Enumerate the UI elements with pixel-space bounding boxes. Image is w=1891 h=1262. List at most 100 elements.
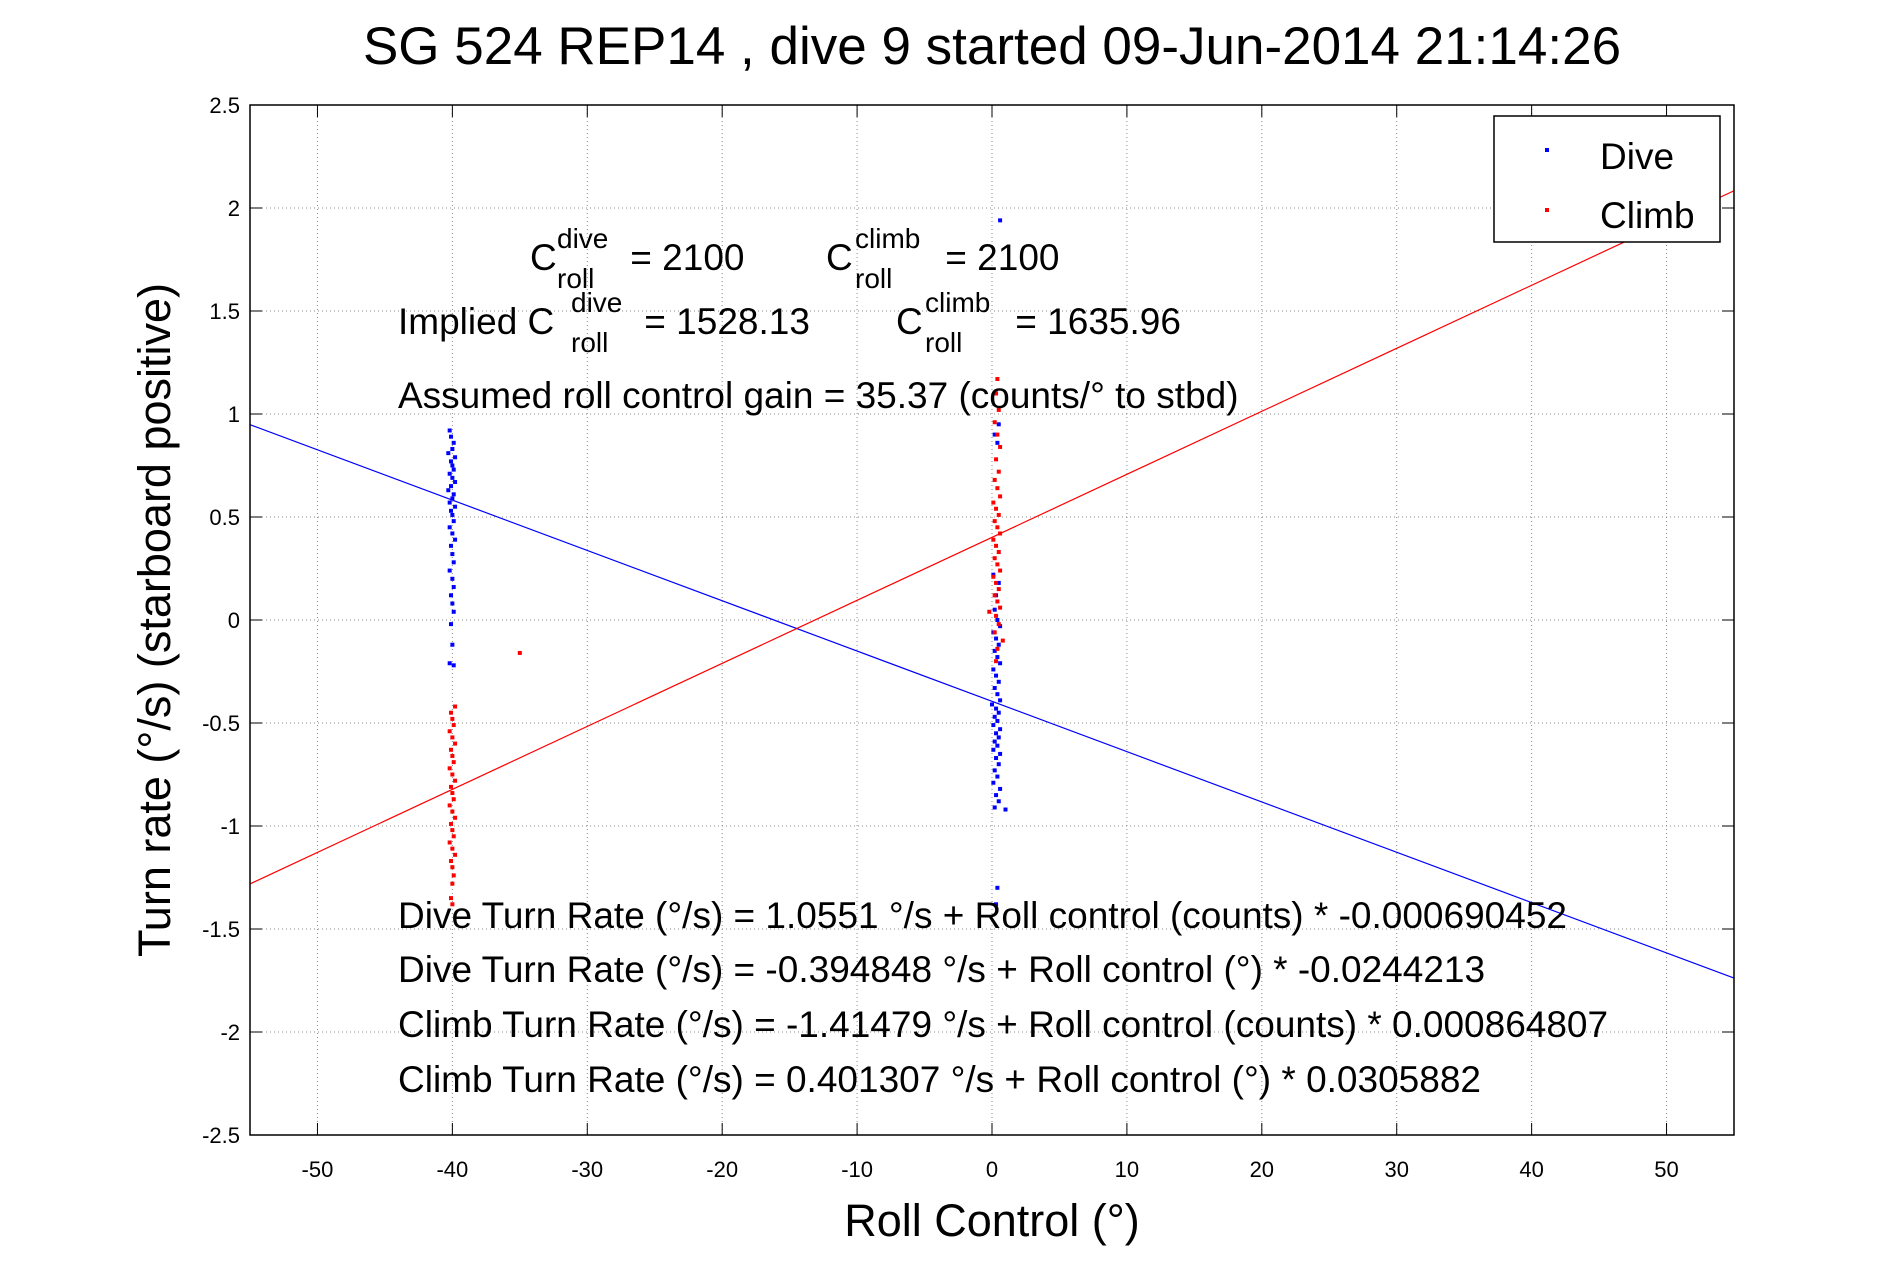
data-point-climb [450,772,455,777]
data-point-climb [453,852,458,857]
data-point-climb [994,391,999,396]
svg-text:C: C [530,237,557,278]
data-point-climb [994,580,999,585]
data-point-dive [450,475,455,480]
data-point-dive [992,768,997,773]
data-point-climb [995,376,1000,381]
legend-marker-dive [1545,148,1549,152]
data-point-dive [451,440,456,445]
data-point-dive [449,543,454,548]
data-point-dive [450,531,455,536]
legend-box [1493,115,1721,243]
data-point-climb [450,791,455,796]
y-tick-label: 0 [228,608,240,633]
legend-label-dive: Dive [1600,136,1674,177]
data-point-climb [450,865,455,870]
data-point-dive [450,463,455,468]
chart-title: SG 524 REP14 , dive 9 started 09-Jun-201… [363,17,1621,76]
svg-text:= 2100: = 2100 [620,237,744,278]
data-point-climb [992,519,997,524]
y-tick-label: -1 [220,814,240,839]
data-point-climb [991,500,996,505]
y-tick-label: -1.5 [202,917,240,942]
data-point-climb [998,444,1003,449]
svg-text:dive: dive [557,223,608,254]
data-point-climb [453,778,458,783]
data-point-dive [451,585,456,590]
data-point-dive [998,786,1003,791]
data-point-dive [998,698,1003,703]
y-tick-label: 0.5 [209,505,240,530]
svg-text:C: C [826,237,853,278]
svg-text:roll: roll [855,263,892,294]
y-axis-label: Turn rate (°/s) (starboard positive) [129,283,180,957]
data-point-dive [998,218,1003,223]
data-point-dive [990,702,994,707]
data-point-dive [992,432,997,437]
data-point-dive [447,500,452,505]
data-point-climb [996,622,1001,627]
data-point-dive [992,739,997,744]
legend-marker-climb [1545,208,1549,212]
data-point-dive [451,560,456,565]
data-point-climb [998,531,1003,536]
data-point-dive [449,593,454,598]
data-point-dive [446,451,451,456]
data-point-climb [453,741,458,746]
y-tick-label: 2.5 [209,93,240,118]
x-tick-label: -40 [436,1157,468,1182]
data-point-climb [450,809,455,814]
annotation-c-roll-climb: C climb roll = 2100 [826,223,1059,294]
data-point-climb [995,486,1000,491]
data-point-dive [451,467,456,472]
data-point-dive [994,636,999,641]
data-point-dive [992,714,997,719]
data-point-dive [996,642,1001,647]
data-point-climb [450,902,455,907]
data-point-dive [994,756,999,761]
data-point-climb [449,784,454,789]
data-point-climb [987,609,992,614]
annotation-gain: Assumed roll control gain = 35.37 (count… [398,375,1239,416]
data-point-dive [449,622,454,627]
data-point-dive [450,496,455,501]
data-point-climb [451,834,456,839]
data-point-dive [453,455,458,460]
data-point-climb [450,846,455,851]
fit-line-dive [249,424,1735,979]
data-point-climb [451,723,456,728]
data-point-dive [449,434,454,439]
x-tick-label: 50 [1654,1157,1678,1182]
data-point-dive [994,731,999,736]
data-point-dive [453,479,458,484]
data-point-dive [996,710,1001,715]
data-point-climb [450,716,455,721]
data-point-climb [447,766,452,771]
data-point-climb [449,710,454,715]
data-point-dive [447,568,452,573]
data-point-climb [992,630,997,635]
x-tick-label: -50 [302,1157,334,1182]
data-point-climb [451,873,456,878]
svg-text:roll: roll [925,327,962,358]
data-point-dive [451,519,456,524]
data-point-climb [453,704,458,709]
data-point-dive [996,762,1001,767]
data-point-dive [449,484,454,489]
data-point-dive [1003,807,1008,812]
equation-climb-degrees: Climb Turn Rate (°/s) = 0.401307 °/s + R… [398,1059,1481,1100]
data-point-climb [994,659,999,664]
data-point-climb [992,477,997,482]
data-point-dive [996,799,1001,804]
y-tick-label: -2.5 [202,1123,240,1148]
data-point-dive [995,885,1000,890]
legend: Dive Climb [1493,115,1721,243]
data-point-dive [994,673,999,678]
data-point-climb [994,457,999,462]
data-point-dive [992,685,997,690]
data-point-dive [995,440,1000,445]
data-point-dive [451,663,456,668]
data-point-climb [998,494,1003,499]
series-climb [447,376,1005,907]
data-point-climb [991,574,996,579]
